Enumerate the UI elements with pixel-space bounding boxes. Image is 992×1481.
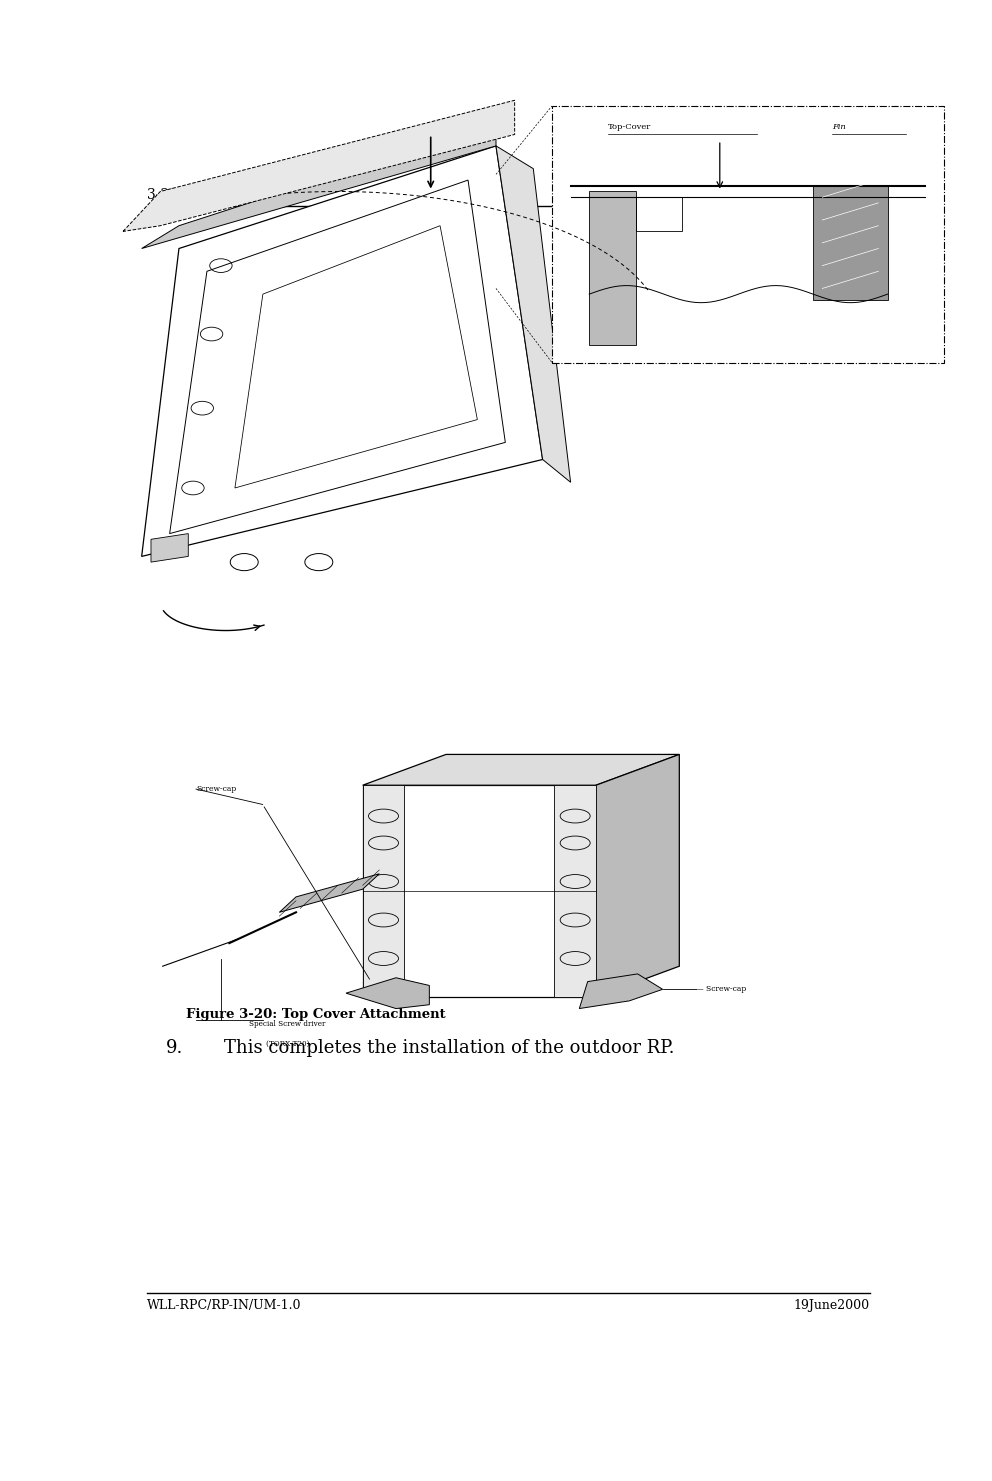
- Text: RPC/RP Manual: RPC/RP Manual: [758, 188, 870, 201]
- Text: (TORX T20): (TORX T20): [266, 1040, 310, 1047]
- Text: This completes the installation of the outdoor RP.: This completes the installation of the o…: [224, 1038, 675, 1057]
- Bar: [813, 185, 888, 299]
- Bar: [363, 785, 596, 997]
- Polygon shape: [596, 754, 680, 997]
- Text: Special Screw driver: Special Screw driver: [250, 1020, 325, 1028]
- Polygon shape: [123, 101, 515, 231]
- Polygon shape: [151, 533, 188, 563]
- Polygon shape: [170, 181, 505, 533]
- Text: Fin: Fin: [831, 123, 845, 132]
- Text: 19June2000: 19June2000: [794, 1299, 870, 1312]
- Bar: [555, 785, 596, 997]
- Text: Top-Cover: Top-Cover: [608, 123, 651, 132]
- Polygon shape: [579, 974, 663, 1009]
- Polygon shape: [346, 977, 430, 1009]
- Text: WLL-RPC/RP-IN/UM-1.0: WLL-RPC/RP-IN/UM-1.0: [147, 1299, 302, 1312]
- Polygon shape: [142, 145, 543, 557]
- Polygon shape: [280, 874, 379, 912]
- Text: 3-22     RP Installation: 3-22 RP Installation: [147, 188, 305, 201]
- Text: Screw-cap: Screw-cap: [196, 785, 236, 794]
- Bar: [589, 191, 636, 345]
- Polygon shape: [142, 123, 496, 249]
- Polygon shape: [363, 754, 680, 785]
- Text: 9.: 9.: [167, 1038, 184, 1057]
- Bar: [363, 785, 405, 997]
- Text: Figure 3-20: Top Cover Attachment: Figure 3-20: Top Cover Attachment: [186, 1009, 445, 1020]
- Polygon shape: [235, 225, 477, 487]
- Polygon shape: [496, 145, 570, 483]
- Bar: [552, 107, 943, 363]
- Text: — Screw-cap: — Screw-cap: [696, 985, 746, 994]
